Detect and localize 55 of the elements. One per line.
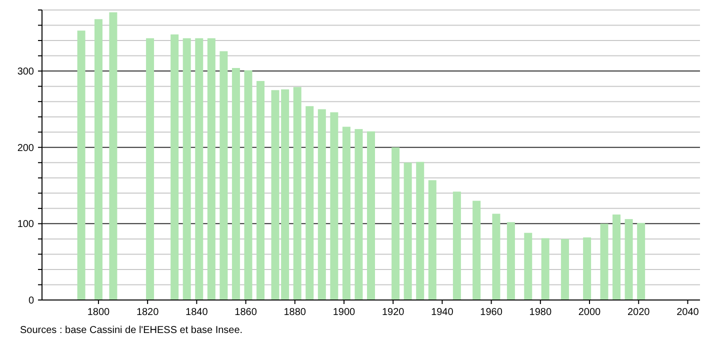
bar (281, 89, 290, 300)
bar (428, 180, 436, 300)
bar (146, 38, 154, 300)
bar (271, 90, 280, 300)
bar (506, 222, 515, 300)
source-note: Sources : base Cassini de l'EHESS et base Insee. (20, 325, 243, 336)
x-tick-label: 1900 (332, 307, 356, 318)
y-tick-label: 0 (28, 296, 34, 306)
bar (583, 237, 592, 300)
bar (367, 131, 375, 300)
bar (472, 200, 481, 300)
bar (195, 38, 204, 300)
bar (524, 232, 532, 300)
y-tick-label: 200 (17, 142, 34, 154)
x-tick-label: 1980 (529, 307, 552, 318)
y-tick-label: 300 (17, 66, 34, 78)
bar (293, 87, 302, 300)
bar (637, 222, 646, 300)
bar (232, 68, 240, 300)
x-tick-label: 2040 (676, 307, 700, 318)
bar (94, 19, 102, 300)
x-tick-label: 1800 (87, 307, 110, 318)
x-tick-label: 1920 (382, 307, 405, 318)
x-tick-label: 1860 (234, 307, 258, 318)
x-tick-label: 1940 (431, 307, 454, 318)
bar (624, 219, 633, 300)
bar (600, 224, 608, 300)
x-tick-label: 1960 (480, 307, 503, 318)
bar (306, 106, 314, 300)
x-tick-label: 2020 (627, 307, 650, 318)
bar (354, 129, 363, 300)
bar (318, 109, 326, 300)
x-tick-label: 1820 (136, 307, 160, 318)
bar (392, 147, 400, 300)
bar (452, 192, 461, 300)
x-tick-label: 1840 (186, 307, 208, 318)
bar (109, 12, 118, 300)
bar (207, 38, 216, 300)
bar (244, 70, 252, 300)
bar (612, 214, 621, 300)
y-tick-label: 100 (17, 219, 34, 230)
bar (404, 162, 412, 300)
bar (170, 34, 179, 300)
bar (330, 112, 338, 300)
bar (220, 51, 228, 300)
bar (77, 30, 86, 300)
x-tick-label: 2000 (578, 307, 602, 318)
bar (342, 126, 350, 300)
bar (416, 162, 424, 300)
bar (256, 80, 265, 300)
bar (541, 238, 550, 300)
x-tick-label: 1880 (284, 307, 306, 318)
bar (492, 214, 500, 300)
bar (182, 38, 191, 300)
bar (560, 238, 569, 300)
